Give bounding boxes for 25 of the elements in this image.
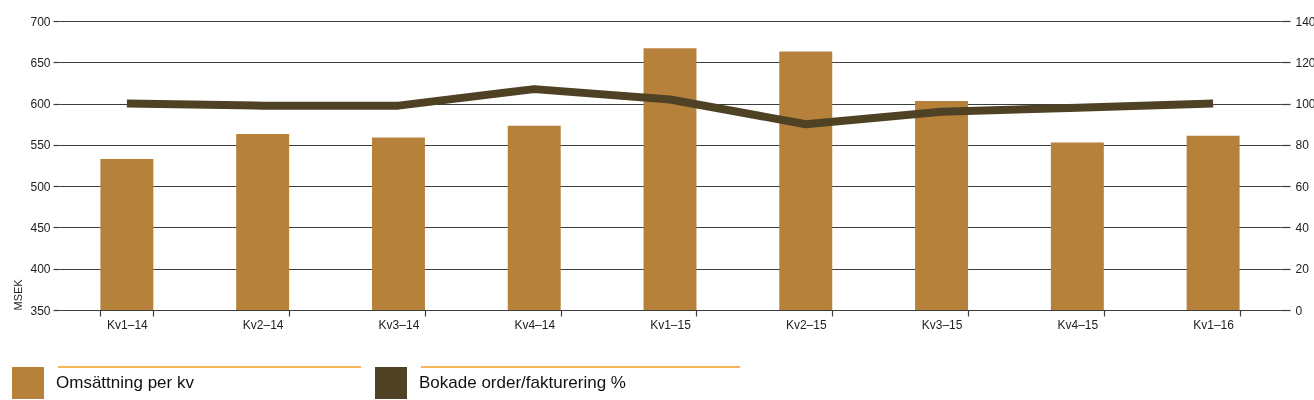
y-tick-label: 700 [30,14,51,29]
x-tick-label: Kv4–14 [514,317,556,332]
legend-label: Omsättning per kv [56,373,195,392]
y-tick-label: 400 [30,262,51,277]
y-tick-label: 650 [30,55,51,70]
y2-tick-label: 80 [1295,138,1310,153]
y-tick-label: 450 [30,220,51,235]
legend-label: Bokade order/fakturering % [419,373,626,392]
x-tick-label: Kv2–15 [785,317,827,332]
y2-tick-label: 20 [1295,262,1310,277]
x-tick-label: Kv2–14 [242,317,284,332]
y-tick-label: 600 [30,97,51,112]
y2-tick-label: 40 [1295,220,1310,235]
x-tick-label: Kv3–15 [921,317,963,332]
y2-tick-label: 60 [1295,179,1310,194]
x-tick-label: Kv3–14 [378,317,420,332]
x-tick-label: Kv1–15 [650,317,692,332]
y-axis-title: MSEK [12,278,25,311]
x-tick-label: Kv4–15 [1057,317,1099,332]
y2-tick-label: 0 [1295,303,1303,318]
y-tick-label: 500 [30,179,51,194]
y-tick-label: 350 [30,303,51,318]
y-tick-label: 550 [30,138,51,153]
x-tick-label: Kv1–14 [107,317,149,332]
x-tick-label: Kv1–16 [1193,317,1235,332]
